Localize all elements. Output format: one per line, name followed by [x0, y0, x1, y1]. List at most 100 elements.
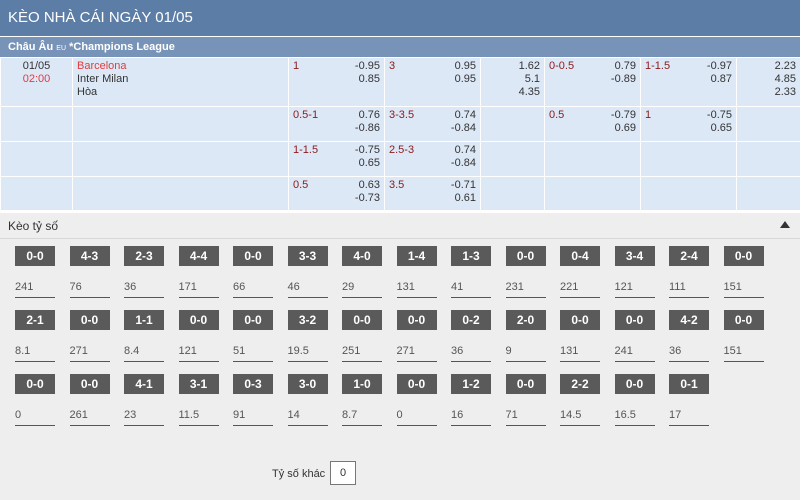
- score-odds[interactable]: 0: [15, 394, 55, 426]
- odds-value[interactable]: 0.74: [454, 144, 476, 156]
- odds-cell[interactable]: 1 -0.75 0.65: [640, 106, 737, 142]
- odds-cell[interactable]: 2.5-3 0.74 -0.84: [384, 141, 481, 177]
- score-cell[interactable]: 3-3 46: [287, 246, 332, 300]
- score-odds[interactable]: 36: [124, 266, 164, 298]
- score-cell[interactable]: 0-0 51: [233, 310, 277, 364]
- score-cell[interactable]: 0-0 121: [178, 310, 223, 364]
- score-odds[interactable]: 51: [233, 330, 273, 362]
- score-cell[interactable]: 2-0 9: [505, 310, 550, 364]
- odds-cell[interactable]: 3 0.95 0.95: [384, 57, 481, 107]
- odds-value[interactable]: 5.1: [524, 73, 540, 85]
- odds-cell[interactable]: 0-0.5 0.79 -0.89: [544, 57, 641, 107]
- score-odds[interactable]: 251: [342, 330, 382, 362]
- odds-value[interactable]: -0.75: [706, 109, 732, 121]
- score-odds[interactable]: 16: [451, 394, 491, 426]
- score-odds[interactable]: 41: [451, 266, 491, 298]
- score-cell[interactable]: 1-2 16: [451, 374, 495, 428]
- score-odds[interactable]: 261: [69, 394, 110, 426]
- score-cell[interactable]: 0-0 231: [505, 246, 550, 300]
- score-cell[interactable]: 0-3 91: [233, 374, 277, 428]
- odds-cell[interactable]: [544, 176, 641, 211]
- score-cell[interactable]: 0-4 221: [560, 246, 604, 300]
- odds-cell[interactable]: [480, 176, 545, 211]
- score-cell[interactable]: 2-3 36: [124, 246, 168, 300]
- odds-cell[interactable]: 1-1.5 -0.75 0.65: [288, 141, 385, 177]
- score-odds[interactable]: 29: [342, 266, 382, 298]
- score-odds[interactable]: 121: [178, 330, 219, 362]
- odds-cell[interactable]: 2.23 4.85 2.33: [736, 57, 800, 107]
- odds-value[interactable]: 0.95: [454, 73, 476, 85]
- odds-value[interactable]: -0.73: [354, 192, 380, 204]
- odds-cell[interactable]: 1.62 5.1 4.35: [480, 57, 545, 107]
- score-cell[interactable]: 0-0 0: [396, 374, 441, 428]
- score-cell[interactable]: 0-0 251: [342, 310, 386, 364]
- away-team[interactable]: Inter Milan: [77, 73, 129, 85]
- score-odds[interactable]: 16.5: [614, 394, 655, 426]
- score-odds[interactable]: 71: [505, 394, 546, 426]
- score-cell[interactable]: 4-3 76: [69, 246, 114, 300]
- odds-value[interactable]: -0.95: [354, 60, 380, 72]
- score-odds[interactable]: 241: [614, 330, 655, 362]
- odds-value[interactable]: 0.87: [710, 73, 732, 85]
- score-cell[interactable]: 2-1 8.1: [15, 310, 59, 364]
- score-cell[interactable]: 2-2 14.5: [560, 374, 604, 428]
- score-cell[interactable]: 0-1 17: [669, 374, 713, 428]
- odds-cell[interactable]: [480, 141, 545, 177]
- score-odds[interactable]: 46: [287, 266, 328, 298]
- score-cell[interactable]: 4-0 29: [342, 246, 386, 300]
- score-cell[interactable]: 3-2 19.5: [287, 310, 332, 364]
- score-cell[interactable]: 4-4 171: [178, 246, 223, 300]
- score-odds[interactable]: 19.5: [287, 330, 328, 362]
- odds-value[interactable]: -0.84: [450, 157, 476, 169]
- score-odds[interactable]: 11.5: [178, 394, 219, 426]
- score-odds[interactable]: 36: [451, 330, 491, 362]
- other-score-value[interactable]: 0: [330, 461, 356, 485]
- odds-value[interactable]: 0.69: [614, 122, 636, 134]
- score-cell[interactable]: 0-0 16.5: [614, 374, 659, 428]
- odds-value[interactable]: -0.86: [354, 122, 380, 134]
- score-odds[interactable]: 171: [178, 266, 219, 298]
- score-cell[interactable]: 0-0 261: [69, 374, 114, 428]
- score-odds[interactable]: 111: [669, 266, 709, 298]
- score-cell[interactable]: 0-2 36: [451, 310, 495, 364]
- odds-value[interactable]: -0.84: [450, 122, 476, 134]
- score-cell[interactable]: 0-0 151: [723, 310, 768, 364]
- score-section-header[interactable]: Kèo tỷ số: [0, 213, 800, 239]
- score-odds[interactable]: 17: [669, 394, 709, 426]
- score-odds[interactable]: 221: [560, 266, 600, 298]
- collapse-arrow-icon[interactable]: [780, 221, 790, 228]
- score-cell[interactable]: 0-0 271: [69, 310, 114, 364]
- odds-cell[interactable]: 0.5-1 0.76 -0.86: [288, 106, 385, 142]
- odds-value[interactable]: 1.62: [518, 60, 540, 72]
- odds-value[interactable]: -0.75: [354, 144, 380, 156]
- odds-value[interactable]: -0.79: [610, 109, 636, 121]
- score-odds[interactable]: 271: [69, 330, 110, 362]
- odds-cell[interactable]: [736, 176, 800, 211]
- score-odds[interactable]: 91: [233, 394, 273, 426]
- odds-value[interactable]: 4.85: [774, 73, 796, 85]
- odds-value[interactable]: 2.23: [774, 60, 796, 72]
- odds-cell[interactable]: 1-1.5 -0.97 0.87: [640, 57, 737, 107]
- odds-value[interactable]: 0.76: [358, 109, 380, 121]
- odds-cell[interactable]: 0.5 0.63 -0.73: [288, 176, 385, 211]
- score-odds[interactable]: 151: [723, 266, 764, 298]
- odds-value[interactable]: 4.35: [518, 86, 540, 98]
- odds-value[interactable]: 0.65: [358, 157, 380, 169]
- score-odds[interactable]: 14: [287, 394, 328, 426]
- score-odds[interactable]: 23: [124, 394, 164, 426]
- odds-value[interactable]: -0.89: [610, 73, 636, 85]
- score-cell[interactable]: 1-0 8.7: [342, 374, 386, 428]
- score-odds[interactable]: 151: [723, 330, 764, 362]
- odds-value[interactable]: 0.95: [454, 60, 476, 72]
- score-cell[interactable]: 0-0 71: [505, 374, 550, 428]
- score-odds[interactable]: 241: [15, 266, 55, 298]
- score-cell[interactable]: 3-0 14: [287, 374, 332, 428]
- odds-cell[interactable]: [736, 106, 800, 142]
- odds-value[interactable]: 0.74: [454, 109, 476, 121]
- odds-cell[interactable]: [544, 141, 641, 177]
- score-cell[interactable]: 2-4 111: [669, 246, 713, 300]
- odds-value[interactable]: -0.71: [450, 179, 476, 191]
- odds-value[interactable]: -0.97: [706, 60, 732, 72]
- score-cell[interactable]: 1-3 41: [451, 246, 495, 300]
- score-odds[interactable]: 131: [396, 266, 437, 298]
